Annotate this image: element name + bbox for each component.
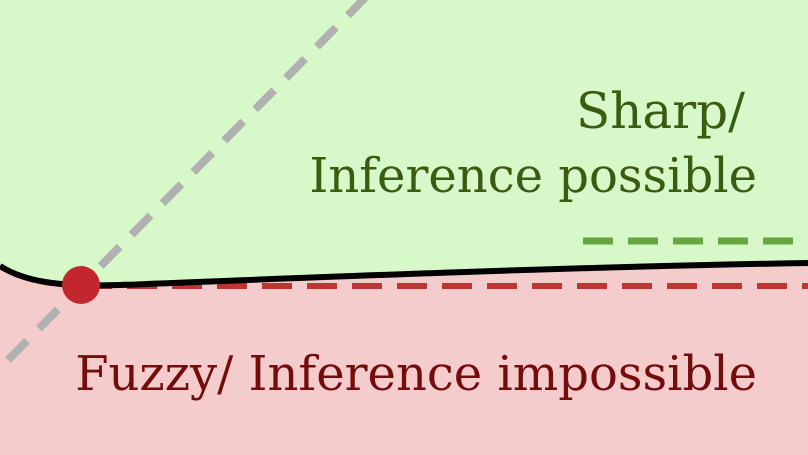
phase-boundary-curve — [0, 260, 808, 289]
fuzzy-region-label: Fuzzy/ Inference impossible — [75, 346, 757, 402]
sharp-region-title: Sharp/ — [576, 82, 745, 140]
critical-point-marker — [62, 266, 100, 304]
sharp-region — [0, 0, 808, 286]
sharp-region-subtitle: Inference possible — [309, 148, 757, 204]
